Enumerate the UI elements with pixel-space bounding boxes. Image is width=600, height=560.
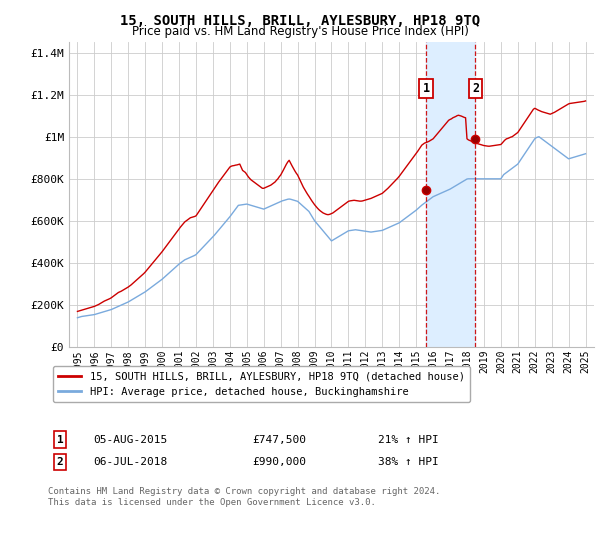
- Text: £990,000: £990,000: [252, 457, 306, 467]
- Text: 38% ↑ HPI: 38% ↑ HPI: [378, 457, 439, 467]
- Text: Contains HM Land Registry data © Crown copyright and database right 2024.
This d: Contains HM Land Registry data © Crown c…: [48, 487, 440, 507]
- Text: 1: 1: [56, 435, 64, 445]
- Legend: 15, SOUTH HILLS, BRILL, AYLESBURY, HP18 9TQ (detached house), HPI: Average price: 15, SOUTH HILLS, BRILL, AYLESBURY, HP18 …: [53, 366, 470, 402]
- Bar: [426, 42, 475, 347]
- Text: 15, SOUTH HILLS, BRILL, AYLESBURY, HP18 9TQ: 15, SOUTH HILLS, BRILL, AYLESBURY, HP18 …: [120, 14, 480, 28]
- Text: £747,500: £747,500: [252, 435, 306, 445]
- Text: 2: 2: [56, 457, 64, 467]
- Text: 2: 2: [472, 82, 479, 95]
- Text: 06-JUL-2018: 06-JUL-2018: [93, 457, 167, 467]
- Text: 21% ↑ HPI: 21% ↑ HPI: [378, 435, 439, 445]
- Text: Price paid vs. HM Land Registry's House Price Index (HPI): Price paid vs. HM Land Registry's House …: [131, 25, 469, 38]
- Text: 05-AUG-2015: 05-AUG-2015: [93, 435, 167, 445]
- Text: 1: 1: [422, 82, 430, 95]
